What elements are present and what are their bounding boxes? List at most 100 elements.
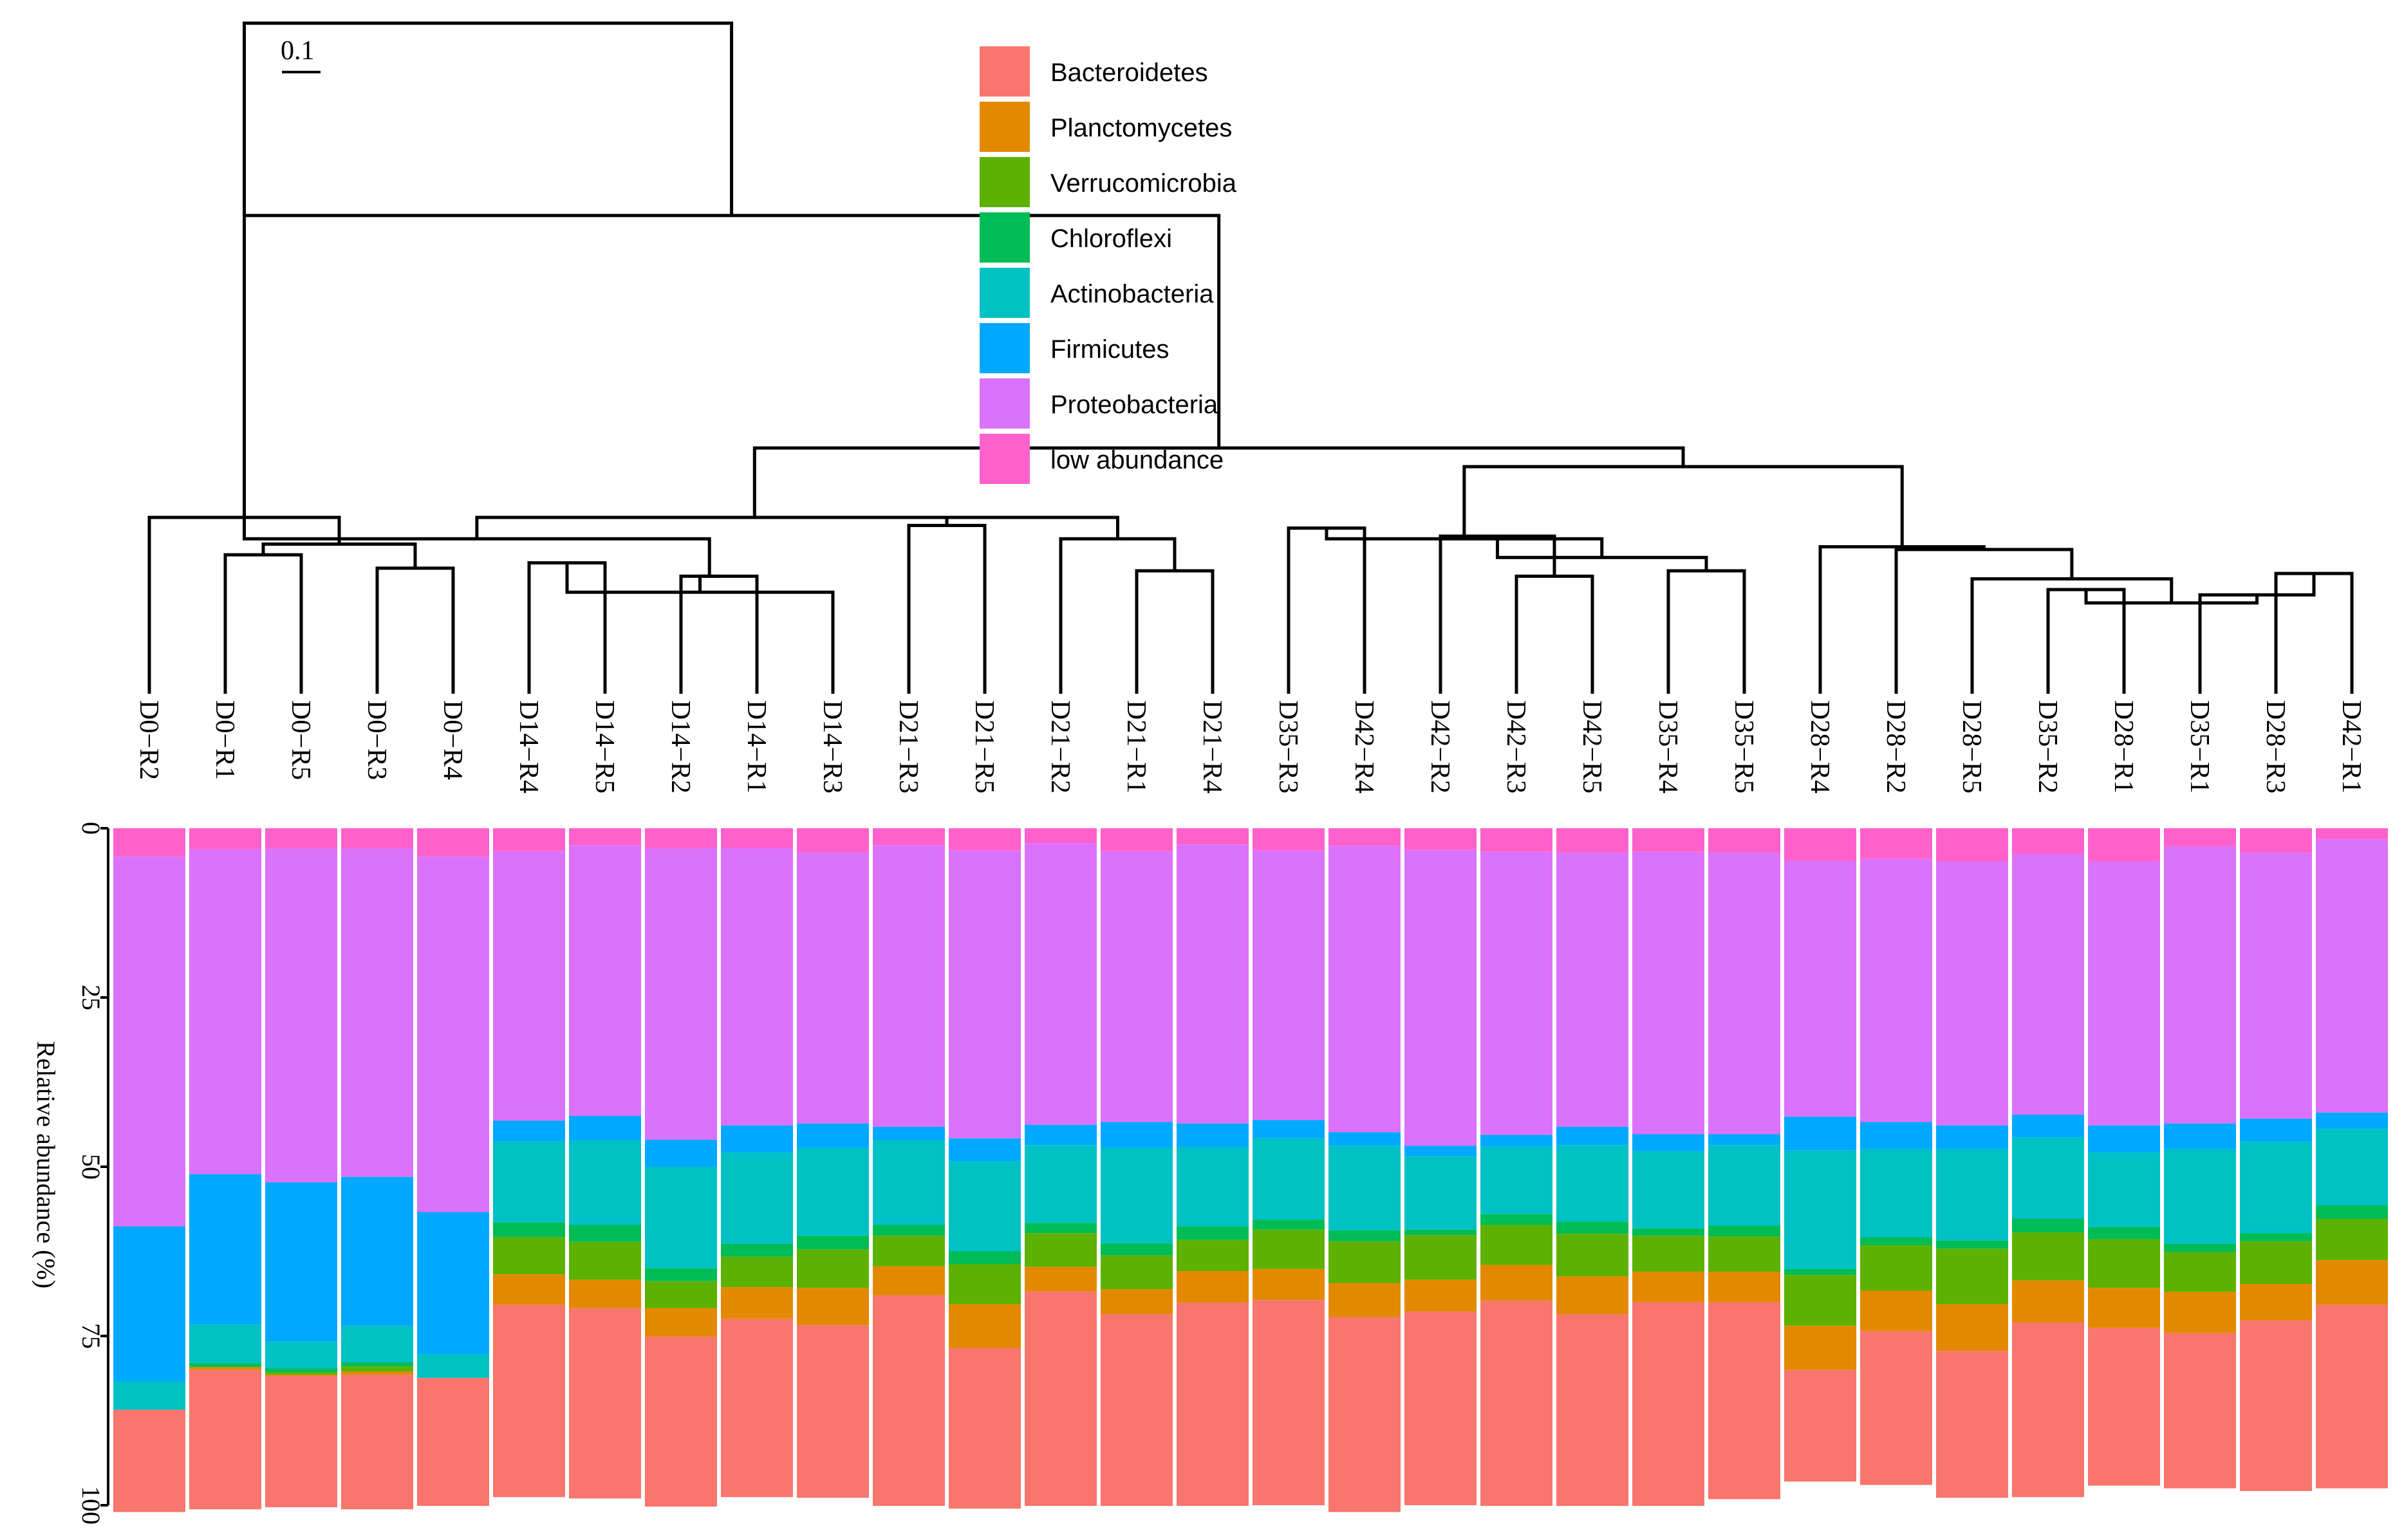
legend-swatch — [980, 268, 1030, 318]
bar-segment-bacteroidetes — [1404, 1312, 1477, 1505]
bar-segment-firmicutes — [1784, 1117, 1856, 1151]
bar-segment-low-abundance — [1177, 828, 1249, 845]
bar-segment-bacteroidetes — [1784, 1369, 1856, 1482]
bar-segment-bacteroidetes — [2088, 1328, 2160, 1486]
legend-swatch — [980, 378, 1030, 429]
bar-segment-actinobacteria — [265, 1341, 337, 1369]
bar-segment-verrucomicrobia — [1025, 1233, 1097, 1267]
bar-segment-actinobacteria — [1101, 1147, 1173, 1243]
bar-segment-low-abundance — [1101, 828, 1173, 851]
dendrogram-branch — [1059, 537, 1177, 694]
bar-segment-firmicutes — [797, 1123, 869, 1148]
legend-item: Firmicutes — [980, 323, 1169, 373]
bar-segment-low-abundance — [1784, 828, 1856, 861]
sample-label: D28−R2 — [1881, 700, 1910, 793]
legend-swatch — [980, 102, 1030, 152]
sample-label: D35−R1 — [2185, 700, 2214, 793]
bar-D14−R4 — [493, 828, 565, 1498]
bar-D35−R4 — [1632, 828, 1704, 1507]
bar-D21−R2 — [1025, 828, 1097, 1507]
bar-segment-chloroflexi — [1556, 1221, 1628, 1234]
bar-segment-firmicutes — [1253, 1120, 1325, 1138]
bar-segment-verrucomicrobia — [645, 1281, 717, 1308]
bar-segment-planctomycetes — [189, 1367, 261, 1370]
bar-segment-proteobacteria — [493, 851, 565, 1121]
bar-segment-firmicutes — [949, 1138, 1021, 1162]
bar-segment-firmicutes — [1708, 1134, 1780, 1146]
legend-item: Verrucomicrobia — [980, 157, 1237, 207]
bar-segment-verrucomicrobia — [1784, 1275, 1856, 1326]
bar-segment-bacteroidetes — [569, 1308, 641, 1499]
bar-segment-chloroflexi — [2164, 1243, 2236, 1252]
bar-segment-verrucomicrobia — [1177, 1239, 1249, 1272]
bar-segment-low-abundance — [493, 828, 565, 851]
bar-segment-verrucomicrobia — [1860, 1245, 1932, 1291]
bar-segment-low-abundance — [417, 828, 489, 857]
bar-segment-planctomycetes — [1708, 1272, 1780, 1303]
bar-segment-verrucomicrobia — [1632, 1236, 1704, 1272]
sample-label: D21−R5 — [969, 700, 999, 793]
bar-segment-proteobacteria — [645, 848, 717, 1140]
bar-segment-low-abundance — [1480, 828, 1552, 852]
bar-segment-planctomycetes — [2316, 1260, 2388, 1305]
bar-segment-chloroflexi — [341, 1362, 413, 1367]
bars — [113, 828, 2388, 1512]
bar-segment-bacteroidetes — [1480, 1301, 1552, 1507]
bar-segment-bacteroidetes — [1253, 1300, 1325, 1505]
bar-D35−R3 — [1253, 828, 1325, 1505]
bar-segment-firmicutes — [1632, 1134, 1704, 1151]
bar-segment-firmicutes — [1404, 1146, 1477, 1157]
bar-segment-chloroflexi — [949, 1251, 1021, 1265]
dendrogram-branch — [1496, 536, 1708, 571]
bar-segment-actinobacteria — [873, 1140, 945, 1225]
bar-segment-actinobacteria — [2240, 1142, 2312, 1234]
dendrogram-branch — [1287, 526, 1366, 694]
bar-segment-low-abundance — [1025, 828, 1097, 844]
sample-label: D35−R4 — [1653, 700, 1682, 793]
dendrogram-branch — [375, 566, 455, 694]
sample-label: D0−R3 — [362, 700, 391, 780]
bar-segment-planctomycetes — [569, 1279, 641, 1308]
bar-segment-low-abundance — [1708, 828, 1780, 853]
sample-label: D42−R4 — [1349, 700, 1379, 793]
legend: Bacteroidetes Planctomycetes Verrucomicrob… — [980, 46, 1237, 484]
dendrogram-branch — [1970, 577, 2174, 694]
bar-segment-firmicutes — [721, 1125, 793, 1153]
bar-segment-bacteroidetes — [265, 1376, 337, 1508]
bar-segment-proteobacteria — [1784, 860, 1856, 1117]
bar-segment-verrucomicrobia — [2316, 1219, 2388, 1261]
legend-swatch — [980, 46, 1030, 97]
bar-D21−R3 — [873, 828, 945, 1507]
bar-segment-planctomycetes — [1480, 1265, 1552, 1301]
y-axis-title: Relative abundance (%) — [32, 1041, 61, 1288]
bar-D35−R2 — [2012, 828, 2084, 1498]
bar-segment-chloroflexi — [1177, 1226, 1249, 1240]
bar-segment-bacteroidetes — [721, 1319, 793, 1498]
bar-segment-bacteroidetes — [1177, 1303, 1249, 1507]
bar-segment-low-abundance — [797, 828, 869, 853]
bar-segment-low-abundance — [1404, 828, 1477, 850]
bar-segment-bacteroidetes — [2164, 1333, 2236, 1489]
sample-label: D21−R1 — [1121, 700, 1151, 793]
bar-segment-verrucomicrobia — [2164, 1252, 2236, 1292]
bar-D21−R1 — [1101, 828, 1173, 1507]
y-tick-label: 0 — [77, 822, 106, 835]
dendrogram-branch — [1135, 569, 1215, 694]
dendrogram-branch — [2084, 589, 2259, 605]
bar-segment-actinobacteria — [1632, 1151, 1704, 1229]
bar-D35−R5 — [1708, 828, 1780, 1499]
bar-segment-bacteroidetes — [1556, 1314, 1628, 1507]
bar-segment-verrucomicrobia — [493, 1237, 565, 1275]
bar-segment-firmicutes — [1936, 1125, 2008, 1149]
bar-segment-actinobacteria — [1708, 1145, 1780, 1226]
bar-segment-low-abundance — [1860, 828, 1932, 859]
bar-segment-actinobacteria — [645, 1167, 717, 1268]
sample-label: D14−R4 — [514, 700, 543, 793]
sample-label: D35−R5 — [1729, 700, 1758, 793]
bar-segment-verrucomicrobia — [1936, 1248, 2008, 1304]
bar-segment-low-abundance — [1632, 828, 1704, 852]
y-tick-label: 100 — [77, 1486, 106, 1525]
bar-segment-proteobacteria — [1936, 861, 2008, 1126]
bar-segment-bacteroidetes — [113, 1409, 185, 1512]
sample-label: D0−R4 — [438, 700, 467, 780]
